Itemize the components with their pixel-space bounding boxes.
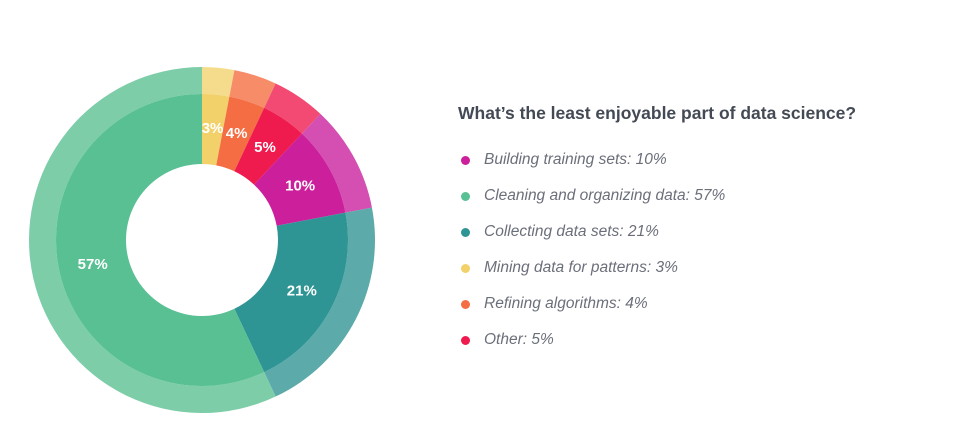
slice-label-collecting-data-sets: 21% (287, 282, 317, 299)
slice-other[interactable] (234, 107, 302, 185)
legend-label: Building training sets: 10% (484, 151, 667, 168)
legend-label: Cleaning and organizing data: 57% (484, 187, 726, 204)
legend-label: Refining algorithms: 4% (484, 295, 648, 312)
slice-outer-building-training-sets (301, 113, 372, 213)
slice-label-other: 5% (254, 139, 276, 156)
legend-dot-icon (461, 227, 470, 237)
legend-label: Mining data for patterns: 3% (484, 259, 678, 276)
slice-outer-mining-data-for-patterns (202, 67, 235, 97)
legend-dot-icon (461, 299, 470, 309)
slice-label-refining-algorithms: 4% (226, 125, 248, 142)
slice-label-building-training-sets: 10% (285, 178, 315, 195)
legend-item-refining-algorithms[interactable]: Refining algorithms: 4% (458, 286, 958, 322)
legend-dot-icon (461, 335, 470, 345)
slice-refining-algorithms[interactable] (216, 96, 265, 172)
slice-label-cleaning-and-organizing-data: 57% (78, 256, 108, 273)
chart-title: What’s the least enjoyable part of data … (458, 103, 857, 123)
legend-item-building-training-sets[interactable]: Building training sets: 10% (458, 142, 958, 178)
slice-outer-other (264, 83, 321, 134)
slice-outer-refining-algorithms (229, 70, 276, 108)
legend-dot-icon (461, 191, 470, 201)
slice-outer-cleaning-and-organizing-data (29, 67, 276, 413)
legend-list: Building training sets: 10% Cleaning and … (458, 142, 958, 358)
slice-label-mining-data-for-patterns: 3% (202, 120, 224, 137)
legend-label: Collecting data sets: 21% (484, 223, 659, 240)
slice-mining-data-for-patterns[interactable] (202, 94, 230, 166)
legend-dot-icon (461, 263, 470, 273)
slice-cleaning-and-organizing-data[interactable] (56, 94, 265, 386)
legend-item-cleaning-and-organizing-data[interactable]: Cleaning and organizing data: 57% (458, 178, 958, 214)
slice-outer-collecting-data-sets (264, 207, 376, 397)
legend-label: Other: 5% (484, 331, 554, 348)
legend-item-other[interactable]: Other: 5% (458, 322, 958, 358)
legend-dot-icon (461, 155, 470, 165)
legend-item-mining-data-for-patterns[interactable]: Mining data for patterns: 3% (458, 250, 958, 286)
legend-item-collecting-data-sets[interactable]: Collecting data sets: 21% (458, 214, 958, 250)
chart-legend: What’s the least enjoyable part of data … (458, 103, 958, 358)
slice-collecting-data-sets[interactable] (234, 212, 348, 373)
slice-building-training-sets[interactable] (254, 133, 346, 226)
